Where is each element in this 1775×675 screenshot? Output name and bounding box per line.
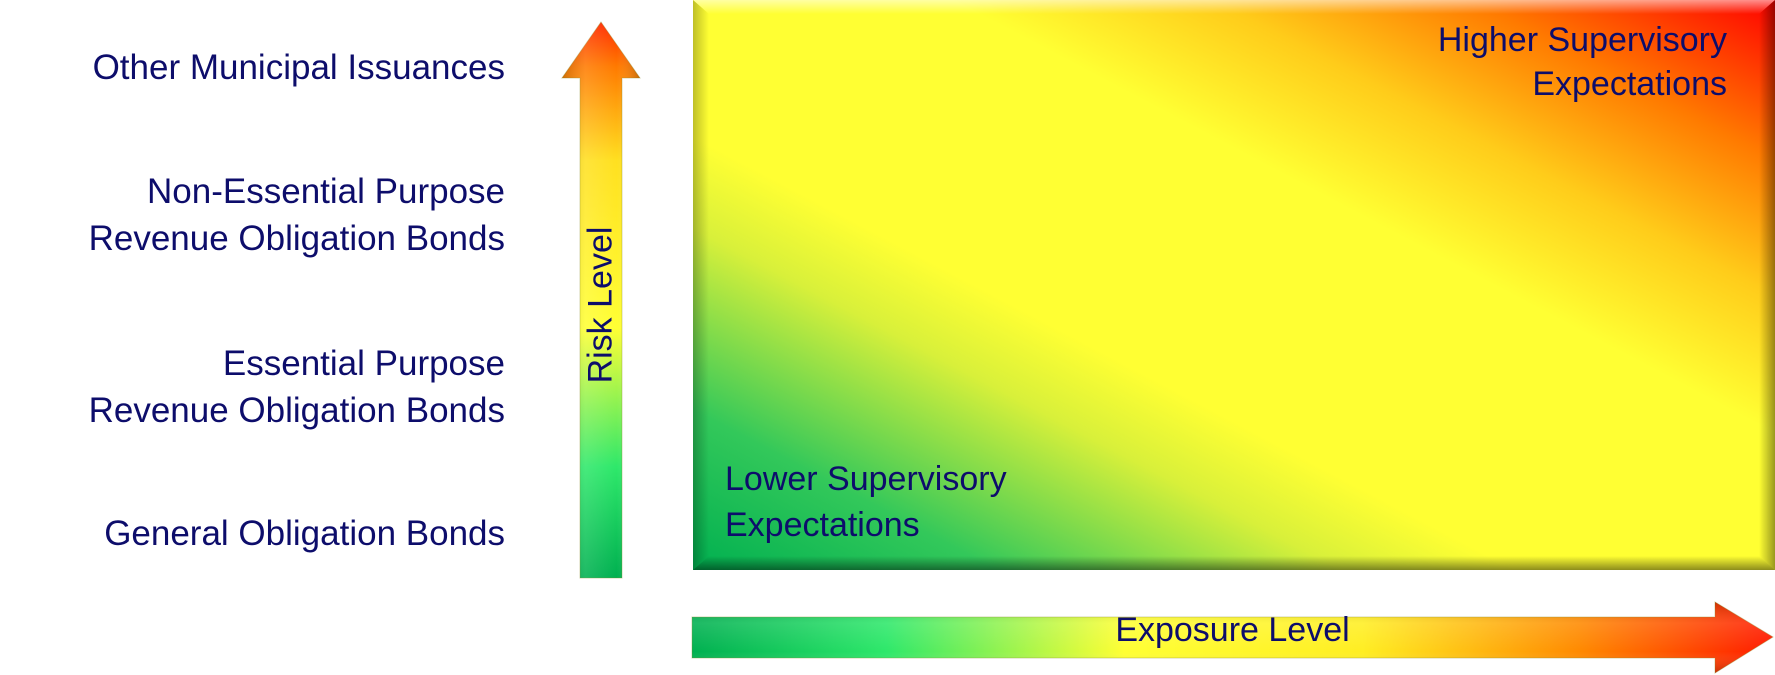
risk-category-non-essential: Non-Essential Purpose Revenue Obligation…	[88, 172, 505, 258]
higher-expectations-label: Higher Supervisory Expectations	[1437, 21, 1727, 103]
risk-category-list: Other Municipal Issuances Non-Essential …	[0, 0, 505, 675]
risk-level-label: Risk Level	[581, 226, 620, 384]
exposure-level-label: Exposure Level	[1115, 611, 1350, 649]
exposure-level-arrow-icon	[691, 601, 1774, 674]
risk-category-essential: Essential Purpose Revenue Obligation Bon…	[88, 344, 505, 430]
risk-category-other-municipal: Other Municipal Issuances	[92, 48, 505, 87]
risk-level-arrow-icon	[561, 21, 641, 579]
matrix-gradient-panel	[693, 0, 1775, 570]
supervisory-matrix: Higher Supervisory Expectations Lower Su…	[693, 0, 1775, 570]
risk-category-general-obligation: General Obligation Bonds	[104, 514, 505, 553]
lower-expectations-label: Lower Supervisory Expectations	[725, 460, 1007, 544]
